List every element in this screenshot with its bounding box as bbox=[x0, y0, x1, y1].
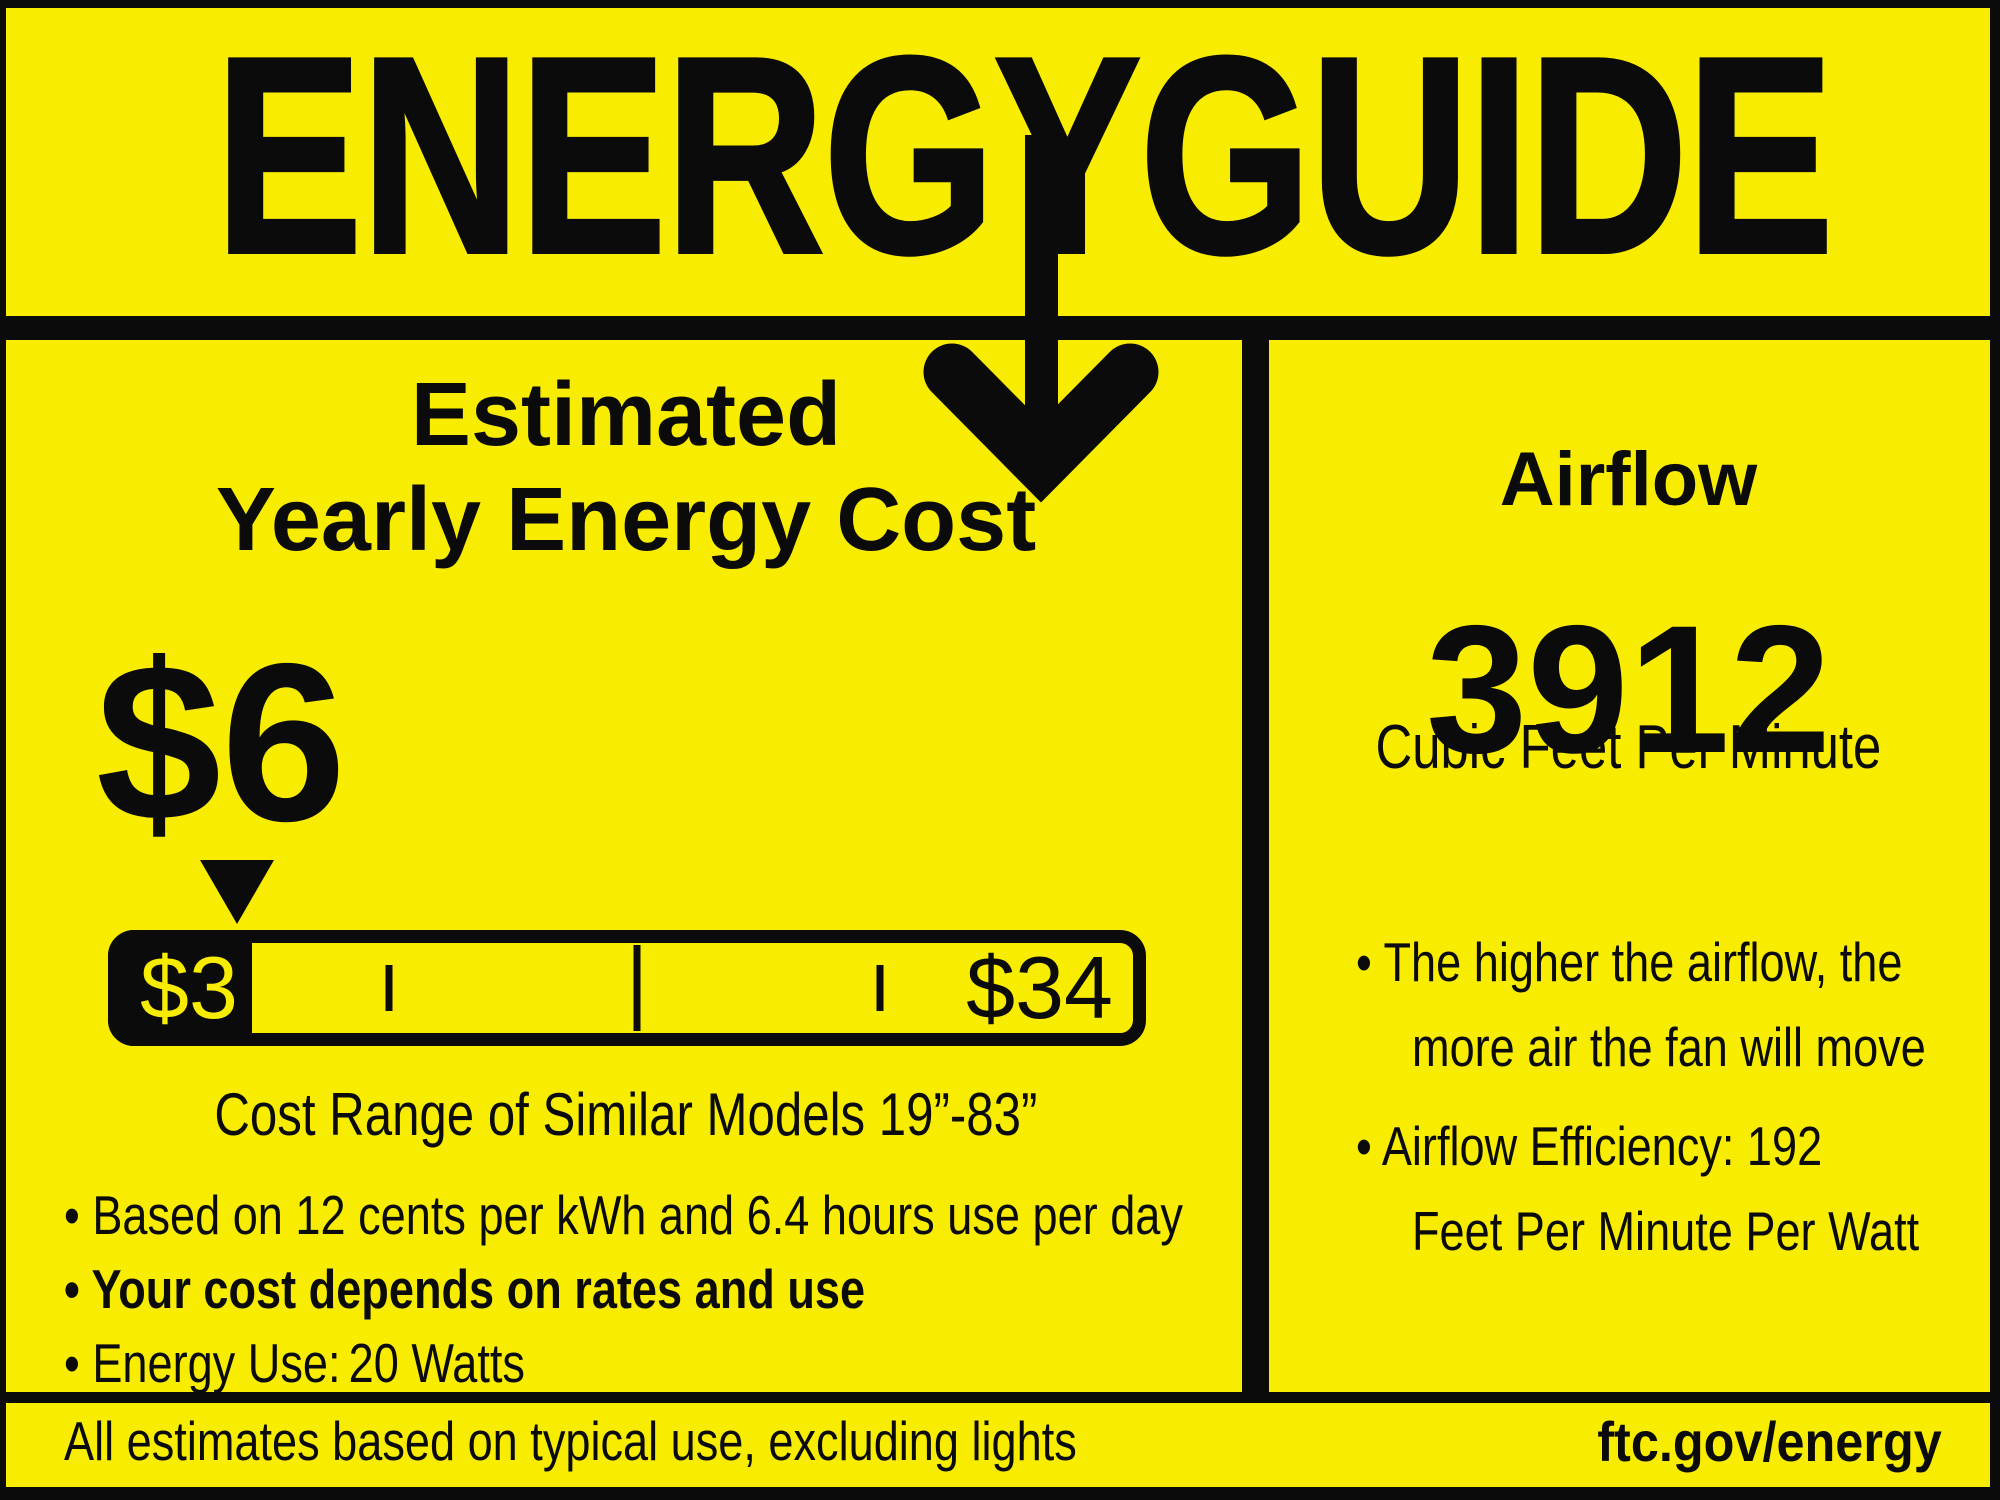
cost-marker-icon bbox=[200, 860, 274, 924]
footer-url: ftc.gov/energy bbox=[1597, 1410, 1942, 1473]
list-item: • Your cost depends on rates and use bbox=[64, 1258, 866, 1320]
airflow-notes-list: • The higher the airflow, the more air t… bbox=[1356, 920, 1976, 1274]
scale-tick-three-quarter bbox=[876, 965, 884, 1011]
scale-min-label: $3 bbox=[140, 938, 238, 1037]
yearly-cost-value: $6 bbox=[96, 616, 347, 868]
list-item: • The higher the airflow, the bbox=[1356, 931, 1903, 993]
panel-divider bbox=[1242, 340, 1269, 1393]
scale-max-label: $34 bbox=[966, 938, 1113, 1037]
heading-line-1: Estimated bbox=[410, 365, 842, 465]
scale-tick-quarter bbox=[385, 965, 393, 1011]
cost-notes-list: • Based on 12 cents per kWh and 6.4 hour… bbox=[64, 1178, 1429, 1400]
list-item: • Airflow Efficiency: 192 bbox=[1356, 1115, 1823, 1177]
cost-range-scale: $3 $34 bbox=[108, 930, 1146, 1046]
heading-line-2: Yearly Energy Cost bbox=[215, 470, 1037, 570]
estimated-cost-heading: Estimated Yearly Energy Cost bbox=[10, 363, 1242, 573]
airflow-value: 3912 bbox=[1426, 587, 1831, 791]
header-band-divider bbox=[0, 316, 2000, 340]
energy-use-label: • Energy Use: bbox=[64, 1332, 341, 1394]
airflow-heading: Airflow bbox=[1499, 437, 1758, 522]
list-item: • Based on 12 cents per kWh and 6.4 hour… bbox=[64, 1184, 1183, 1246]
footer-note: All estimates based on typical use, excl… bbox=[64, 1410, 1077, 1472]
list-item-continuation: more air the fan will move bbox=[1412, 1016, 1926, 1078]
cost-range-caption: Cost Range of Similar Models 19”-83” bbox=[214, 1081, 1038, 1148]
energy-use-value: 20 Watts bbox=[348, 1332, 525, 1394]
airflow-unit: Cubic Feet Per Minute bbox=[1375, 713, 1882, 782]
header: ENERGYGUIDE bbox=[0, 0, 2000, 312]
footer-divider bbox=[0, 1392, 2000, 1403]
page-title: ENERGYGUIDE bbox=[213, 0, 1835, 312]
scale-tick-half bbox=[633, 945, 641, 1031]
list-item: • Energy Use: 20 Watts bbox=[64, 1326, 1429, 1400]
scale-min-cap: $3 bbox=[108, 930, 252, 1046]
list-item-continuation: Feet Per Minute Per Watt bbox=[1412, 1200, 1920, 1262]
